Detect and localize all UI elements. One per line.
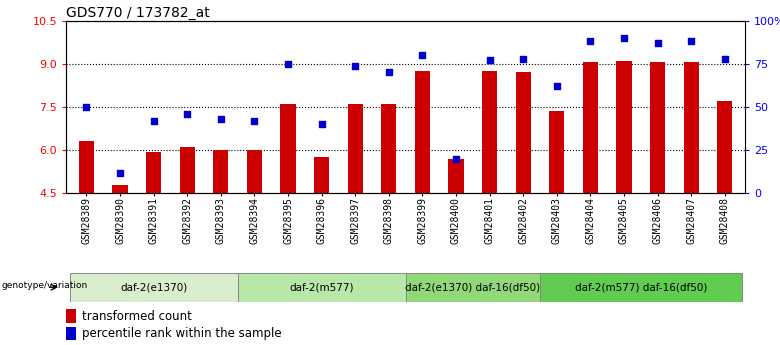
Bar: [69, 273, 238, 302]
Point: [651, 40, 664, 46]
Bar: [549, 111, 565, 193]
Bar: [381, 104, 396, 193]
Bar: [238, 273, 406, 302]
Text: GSM28400: GSM28400: [451, 197, 461, 244]
Bar: [281, 104, 296, 193]
Point: [584, 39, 597, 44]
Bar: [146, 151, 161, 193]
Text: GSM28406: GSM28406: [653, 197, 662, 244]
Point: [215, 116, 227, 122]
Bar: [79, 141, 94, 193]
Text: GSM28390: GSM28390: [115, 197, 125, 244]
Text: GSM28404: GSM28404: [585, 197, 595, 244]
Bar: [348, 104, 363, 193]
Text: GSM28397: GSM28397: [350, 197, 360, 244]
Text: GSM28399: GSM28399: [417, 197, 427, 244]
Bar: [314, 157, 329, 193]
Bar: [683, 62, 699, 193]
Text: GDS770 / 173782_at: GDS770 / 173782_at: [66, 6, 210, 20]
Point: [282, 61, 294, 67]
Point: [417, 52, 429, 58]
Text: percentile rank within the sample: percentile rank within the sample: [82, 327, 282, 340]
Text: GSM28408: GSM28408: [720, 197, 730, 244]
Point: [382, 70, 395, 75]
Text: GSM28405: GSM28405: [619, 197, 629, 244]
Bar: [112, 185, 128, 193]
Bar: [406, 273, 540, 302]
Bar: [448, 159, 463, 193]
Point: [517, 56, 530, 61]
Text: GSM28396: GSM28396: [317, 197, 327, 244]
Point: [718, 56, 731, 61]
Point: [551, 83, 563, 89]
Bar: [616, 61, 632, 193]
Point: [248, 118, 261, 124]
Bar: [650, 62, 665, 193]
Text: GSM28398: GSM28398: [384, 197, 394, 244]
Point: [450, 156, 463, 161]
Text: daf-2(m577) daf-16(df50): daf-2(m577) daf-16(df50): [575, 282, 707, 292]
Point: [80, 104, 93, 110]
Bar: [179, 147, 195, 193]
Bar: [583, 62, 598, 193]
Text: GSM28393: GSM28393: [216, 197, 226, 244]
Text: GSM28395: GSM28395: [283, 197, 293, 244]
Bar: [415, 71, 430, 193]
Bar: [213, 150, 229, 193]
Bar: [717, 101, 732, 193]
Text: GSM28402: GSM28402: [518, 197, 528, 244]
Text: genotype/variation: genotype/variation: [2, 281, 87, 290]
Point: [315, 121, 328, 127]
Bar: [246, 150, 262, 193]
Point: [484, 58, 496, 63]
Text: GSM28389: GSM28389: [81, 197, 91, 244]
Point: [685, 39, 697, 44]
Text: GSM28401: GSM28401: [484, 197, 495, 244]
Text: GSM28392: GSM28392: [183, 197, 192, 244]
Point: [618, 35, 630, 41]
Bar: [516, 72, 530, 193]
Bar: [482, 71, 497, 193]
Point: [114, 170, 126, 175]
Bar: [66, 309, 76, 323]
Text: GSM28394: GSM28394: [250, 197, 260, 244]
Text: GSM28403: GSM28403: [551, 197, 562, 244]
Text: daf-2(m577): daf-2(m577): [289, 282, 354, 292]
Bar: [540, 273, 742, 302]
Text: daf-2(e1370): daf-2(e1370): [120, 282, 187, 292]
Bar: [66, 327, 76, 340]
Text: GSM28407: GSM28407: [686, 197, 696, 244]
Text: GSM28391: GSM28391: [149, 197, 158, 244]
Point: [147, 118, 160, 124]
Text: daf-2(e1370) daf-16(df50): daf-2(e1370) daf-16(df50): [406, 282, 541, 292]
Text: transformed count: transformed count: [82, 309, 192, 323]
Point: [181, 111, 193, 117]
Point: [349, 63, 361, 68]
